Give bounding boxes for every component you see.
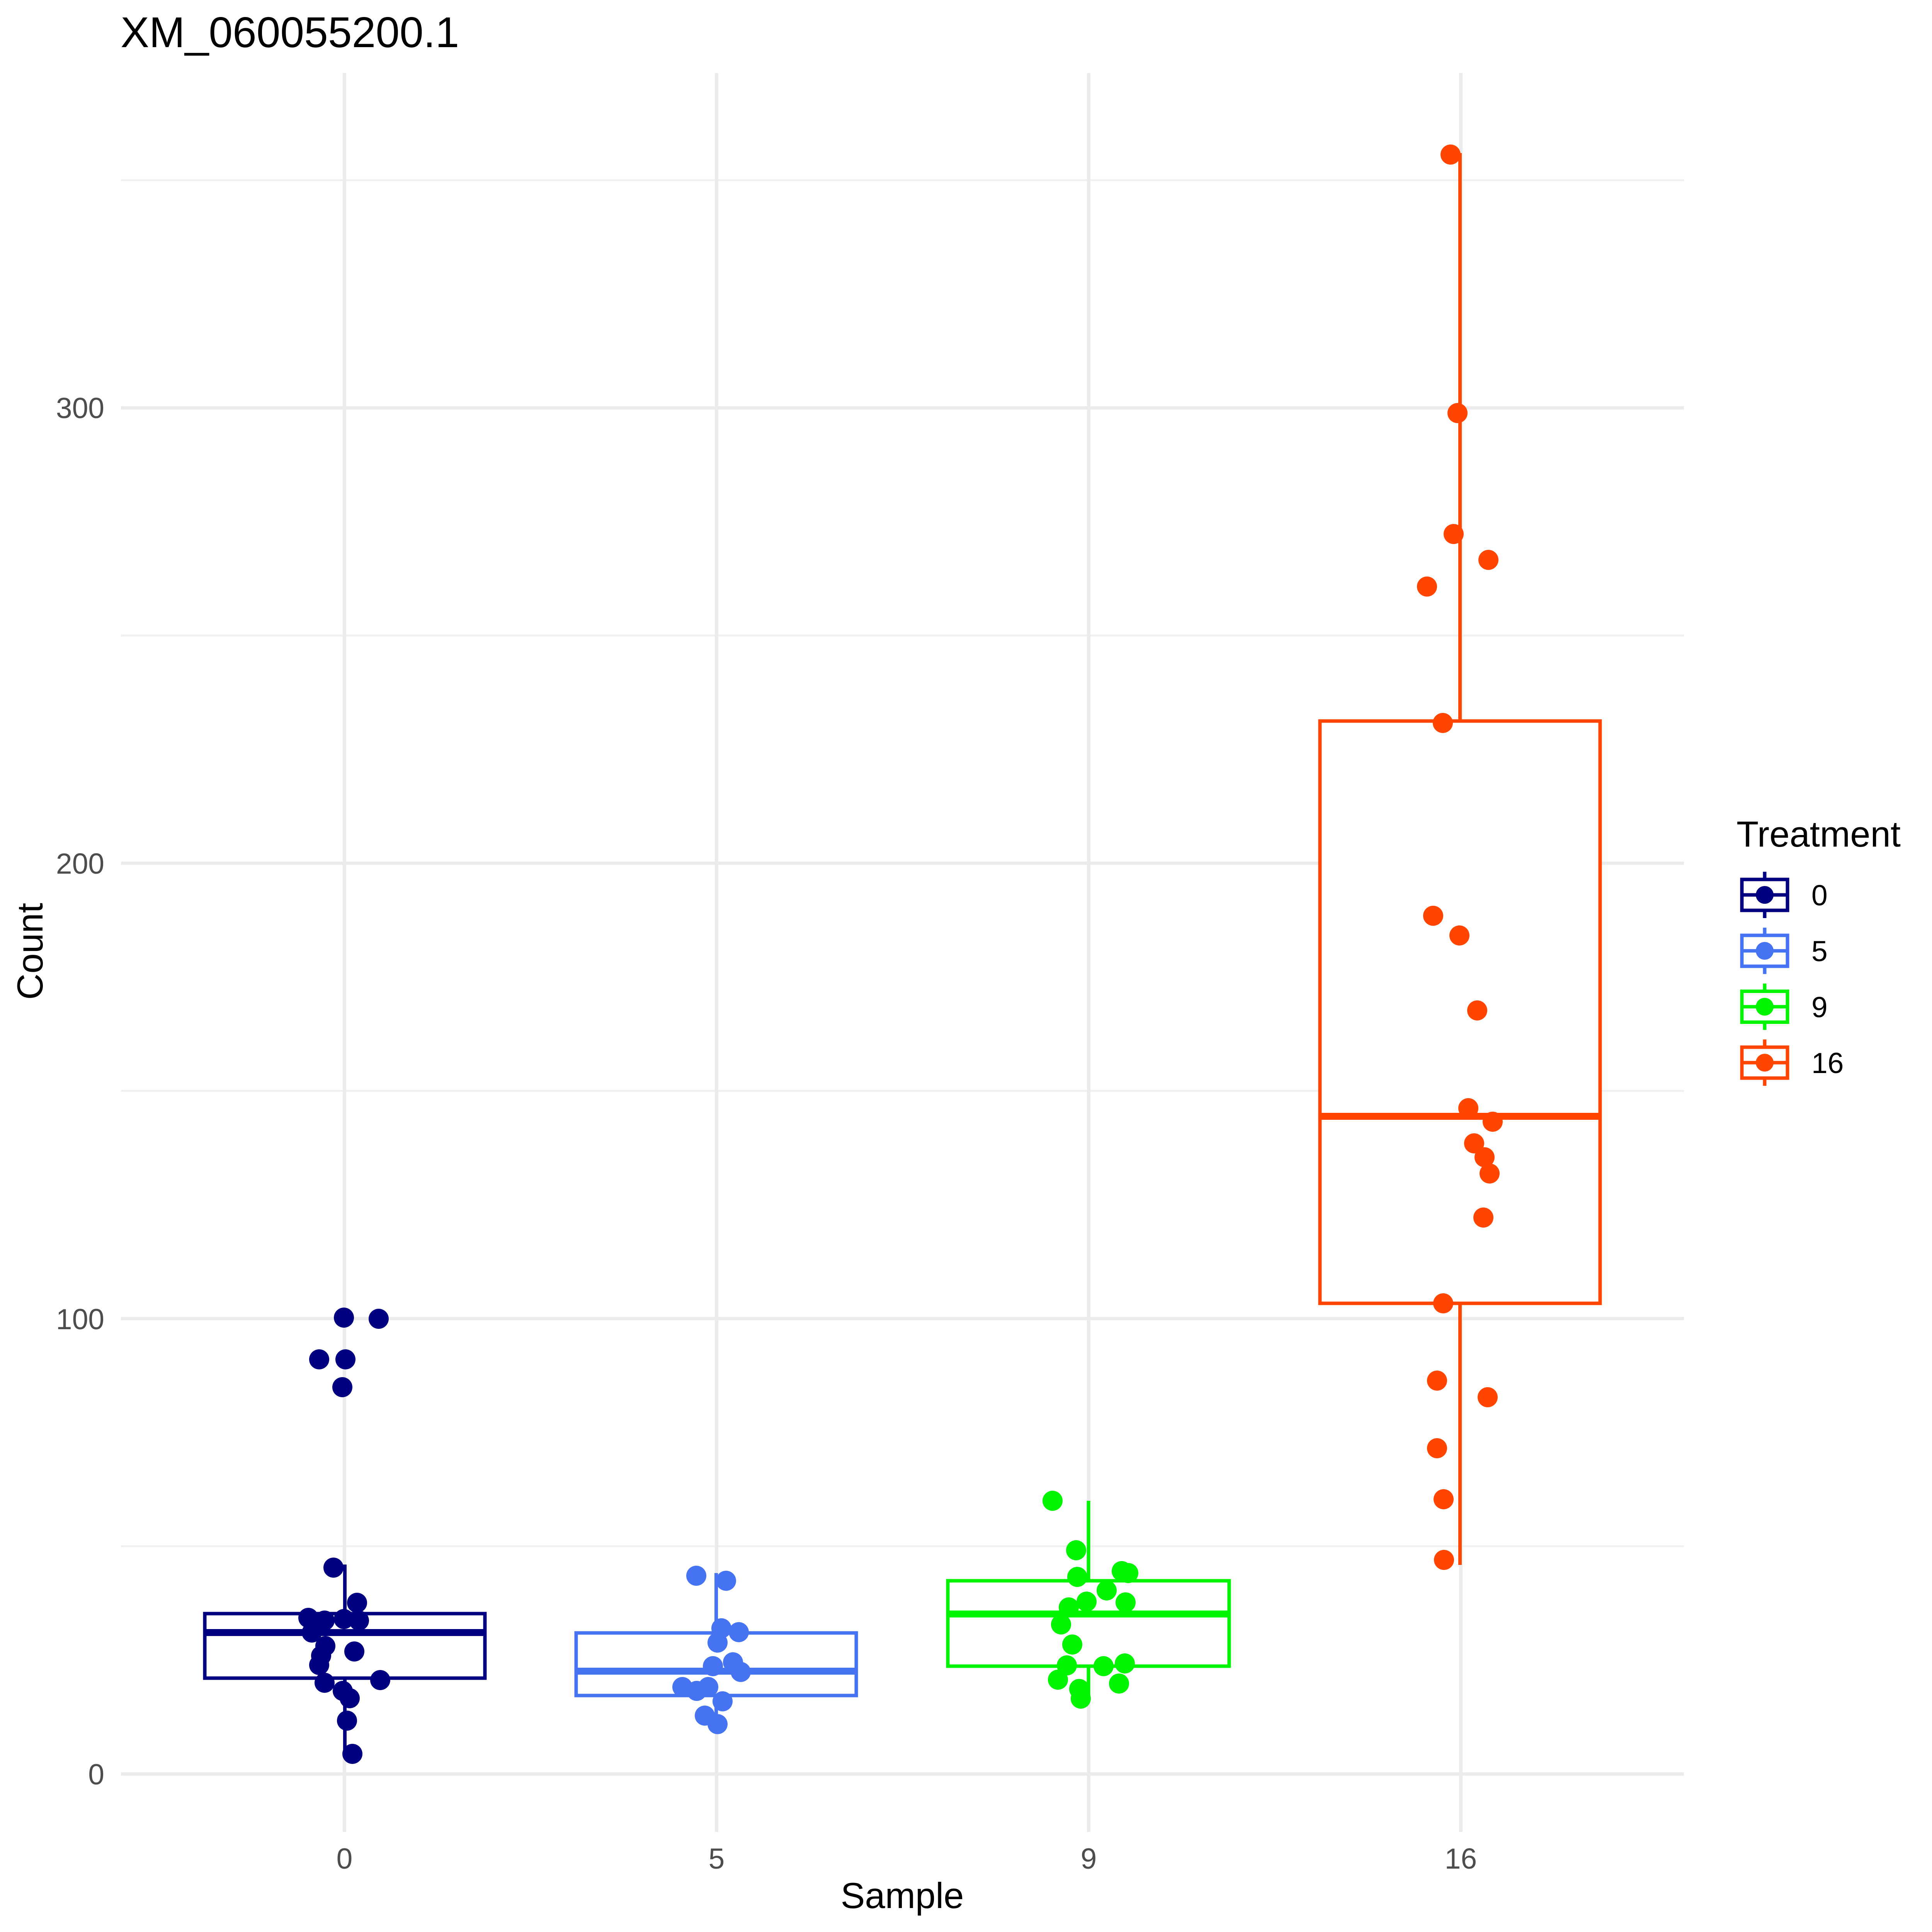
svg-text:5: 5 — [1811, 935, 1828, 968]
svg-text:200: 200 — [56, 847, 104, 880]
svg-text:0: 0 — [88, 1758, 104, 1791]
svg-text:16: 16 — [1811, 1047, 1844, 1079]
svg-text:9: 9 — [1811, 991, 1828, 1023]
svg-text:300: 300 — [56, 392, 104, 424]
svg-text:0: 0 — [1811, 879, 1828, 912]
svg-text:XM_060055200.1: XM_060055200.1 — [121, 9, 459, 56]
svg-text:0: 0 — [337, 1842, 353, 1875]
svg-text:16: 16 — [1445, 1842, 1477, 1875]
svg-text:Count: Count — [10, 903, 50, 1000]
svg-text:Sample: Sample — [841, 1875, 964, 1916]
svg-text:5: 5 — [709, 1842, 725, 1875]
svg-text:Treatment: Treatment — [1736, 814, 1901, 854]
svg-text:100: 100 — [56, 1303, 104, 1335]
svg-text:9: 9 — [1081, 1842, 1097, 1875]
